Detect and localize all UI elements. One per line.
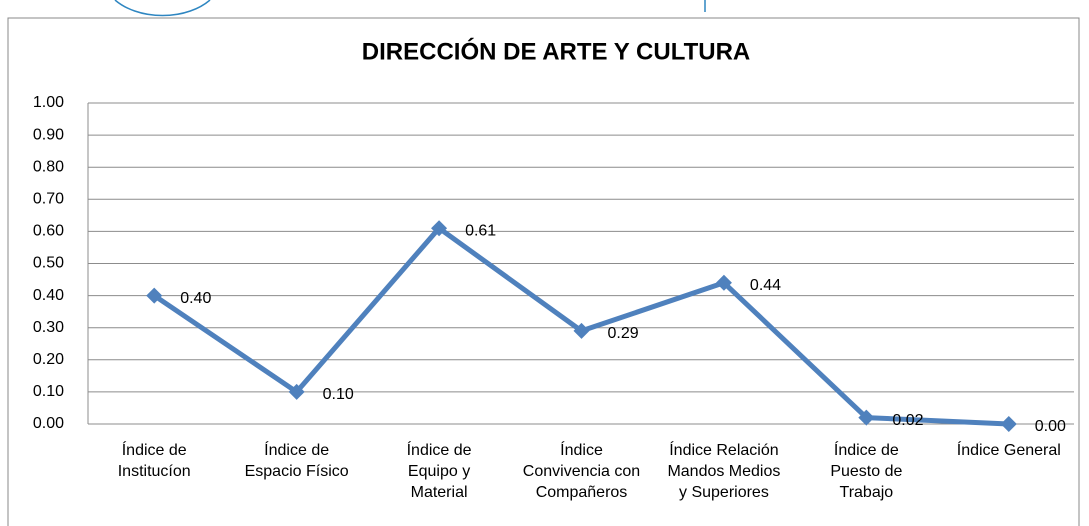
- y-tick-label: 0.20: [33, 351, 64, 368]
- logo-arc: [114, 0, 211, 17]
- marker: [431, 220, 448, 237]
- x-tick-label: Índice General: [956, 442, 1061, 459]
- chart-title: DIRECCIÓN DE ARTE Y CULTURA: [362, 37, 750, 65]
- data-label: 0.29: [608, 325, 639, 342]
- y-tick-label: 0.40: [33, 287, 64, 304]
- y-tick-label: 0.30: [33, 319, 64, 336]
- data-label: 0.10: [323, 386, 354, 403]
- y-tick-label: 0.60: [33, 223, 64, 240]
- marker: [146, 287, 163, 304]
- x-tick-label: Índice de Equipo y Material: [406, 442, 472, 501]
- data-label: 0.02: [892, 412, 923, 429]
- x-tick-label: Índice Convivencia con Compañeros: [522, 442, 641, 501]
- x-tick-label: Índice de Institucíon: [117, 442, 191, 480]
- y-tick-label: 0.00: [33, 415, 64, 432]
- data-label: 0.61: [465, 222, 496, 239]
- x-tick-label: Índice de Puesto de Trabajo: [830, 442, 903, 501]
- y-tick-label: 1.00: [33, 94, 64, 111]
- y-tick-label: 0.80: [33, 158, 64, 175]
- y-tick-label: 0.50: [33, 255, 64, 272]
- data-label: 0.00: [1035, 418, 1066, 435]
- marker: [288, 383, 305, 400]
- data-label: 0.44: [750, 277, 781, 294]
- x-tick-label: Índice Relación Mandos Medios y Superior…: [667, 442, 781, 501]
- marker: [715, 274, 732, 291]
- y-tick-label: 0.10: [33, 383, 64, 400]
- marker: [1000, 416, 1017, 432]
- x-tick-label: Índice de Espacio Físico: [244, 442, 349, 480]
- marker: [573, 322, 590, 339]
- y-tick-label: 0.70: [33, 191, 64, 208]
- chart-border: [7, 17, 1080, 526]
- data-label: 0.40: [180, 290, 211, 307]
- y-tick-label: 0.90: [33, 126, 64, 143]
- marker: [858, 409, 875, 426]
